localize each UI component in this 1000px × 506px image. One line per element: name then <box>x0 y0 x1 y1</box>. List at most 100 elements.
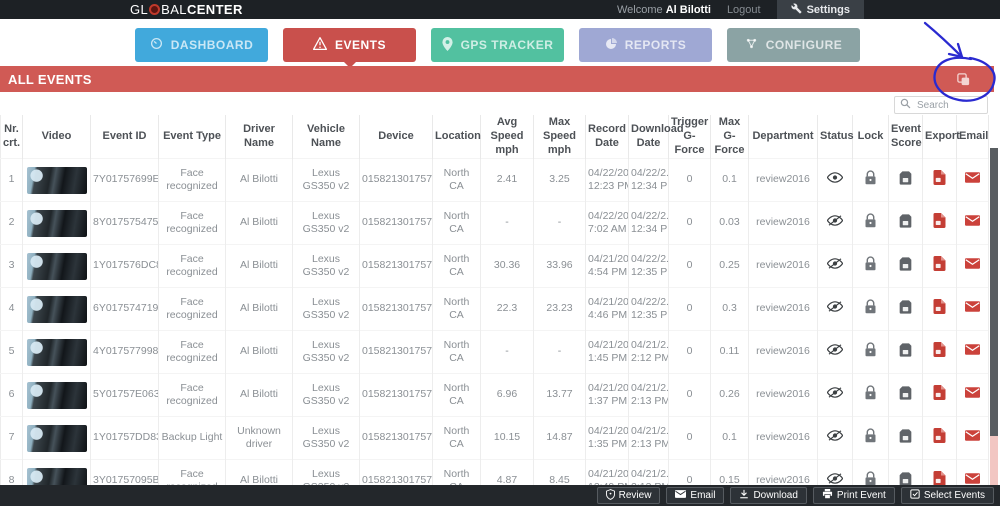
video-thumbnail[interactable] <box>26 381 87 409</box>
event-score-button[interactable] <box>888 459 923 485</box>
export-pdf-button[interactable] <box>922 201 957 245</box>
email-event-button[interactable] <box>956 158 989 202</box>
location: North CA <box>443 209 470 236</box>
event-score-button[interactable] <box>888 416 923 460</box>
tab-reports[interactable]: REPORTS <box>579 28 712 62</box>
max-g-force: 0.1 <box>722 431 737 444</box>
video-thumbnail[interactable] <box>26 209 87 237</box>
lock-button[interactable] <box>852 158 889 202</box>
trigger-g-force: 0 <box>686 388 693 401</box>
status-toggle[interactable] <box>817 330 853 374</box>
export-pdf-button[interactable] <box>922 416 957 460</box>
event-type: Face recognized <box>166 467 217 485</box>
driver-name: Al Bilotti <box>240 302 278 315</box>
row-number: 7 <box>8 431 15 444</box>
lock-button[interactable] <box>852 330 889 374</box>
video-thumbnail[interactable] <box>26 252 87 280</box>
lock-button[interactable] <box>852 287 889 331</box>
driver-name: Al Bilotti <box>240 388 278 401</box>
email-event-button[interactable] <box>956 287 989 331</box>
lock-button[interactable] <box>852 201 889 245</box>
status-toggle[interactable] <box>817 158 853 202</box>
sd-card-icon <box>899 300 912 314</box>
export-pdf-button[interactable] <box>922 330 957 374</box>
export-pdf-button[interactable] <box>922 373 957 417</box>
logout-link[interactable]: Logout <box>726 3 761 16</box>
event-score-button[interactable] <box>888 244 923 288</box>
event-type: Face recognized <box>166 338 218 365</box>
lock-button[interactable] <box>852 459 889 485</box>
table-row[interactable]: 1 7Y01757699EB Face recognized Al Bilott… <box>0 158 989 202</box>
tab-events[interactable]: EVENTS <box>283 28 416 68</box>
device-id: 015821301757 <box>362 259 433 272</box>
video-thumbnail[interactable] <box>26 424 87 452</box>
max-g-force: 0.3 <box>722 302 737 315</box>
table-row[interactable]: 7 1Y01757DD835 Backup Light Unknown driv… <box>0 416 989 460</box>
max-g-force: 0.11 <box>719 345 740 358</box>
lock-button[interactable] <box>852 416 889 460</box>
logo-o-icon <box>149 4 161 15</box>
email-event-button[interactable] <box>956 244 989 288</box>
video-thumbnail[interactable] <box>26 295 87 323</box>
export-pdf-button[interactable] <box>922 158 957 202</box>
export-pdf-button[interactable] <box>922 244 957 288</box>
video-thumbnail[interactable] <box>26 166 87 194</box>
export-pdf-button[interactable] <box>922 287 957 331</box>
event-score-button[interactable] <box>888 373 923 417</box>
status-toggle[interactable] <box>817 416 853 460</box>
lock-button[interactable] <box>852 244 889 288</box>
lock-button[interactable] <box>852 373 889 417</box>
table-row[interactable]: 8 3Y01757095BB Face recognized Al Bilott… <box>0 459 989 485</box>
status-toggle[interactable] <box>817 373 853 417</box>
table-row[interactable]: 3 1Y017576DC88 Face recognized Al Bilott… <box>0 244 989 288</box>
event-score-button[interactable] <box>888 158 923 202</box>
video-thumbnail[interactable] <box>26 467 87 485</box>
status-toggle[interactable] <box>817 244 853 288</box>
max-speed: 8.45 <box>549 474 570 485</box>
sd-card-icon <box>899 214 912 228</box>
select-events-button[interactable]: Select Events <box>900 487 994 504</box>
event-type: Face recognized <box>166 295 218 322</box>
email-event-button[interactable] <box>956 416 989 460</box>
max-speed: 3.25 <box>549 173 570 186</box>
brand-logo: GL BAL CENTER <box>130 3 243 16</box>
search-icon <box>900 96 911 114</box>
vertical-scrollbar[interactable] <box>990 148 998 485</box>
settings-button[interactable]: Settings <box>776 0 864 19</box>
eye-slash-icon <box>826 258 844 270</box>
copy-events-icon[interactable] <box>954 70 972 88</box>
email-event-button[interactable] <box>956 459 989 485</box>
status-toggle[interactable] <box>817 459 853 485</box>
column-header-status: Status <box>817 115 854 159</box>
table-row[interactable]: 2 8Y017575475E Face recognized Al Bilott… <box>0 201 989 245</box>
tab-configure[interactable]: CONFIGURE <box>727 28 860 62</box>
email-button[interactable]: Email <box>666 487 725 504</box>
review-button[interactable]: Review <box>596 487 661 504</box>
tab-gps-tracker[interactable]: GPS TRACKER <box>431 28 564 62</box>
status-toggle[interactable] <box>817 201 853 245</box>
search-input[interactable] <box>915 98 982 112</box>
event-id: 4Y017577998B <box>93 345 159 358</box>
download-button[interactable]: Download <box>730 487 807 504</box>
email-event-button[interactable] <box>956 373 989 417</box>
scrollbar-thumb[interactable] <box>990 148 998 436</box>
video-thumbnail[interactable] <box>26 338 87 366</box>
event-score-button[interactable] <box>888 287 923 331</box>
tab-dashboard[interactable]: DASHBOARD <box>135 28 268 62</box>
email-event-button[interactable] <box>956 201 989 245</box>
user-name: Al Bilotti <box>665 3 711 16</box>
eye-icon <box>826 172 844 184</box>
pdf-file-icon <box>933 299 946 315</box>
print-event-button[interactable]: Print Event <box>812 487 895 504</box>
table-row[interactable]: 6 5Y01757E063F Face recognized Al Bilott… <box>0 373 989 417</box>
sd-card-icon <box>899 343 912 357</box>
export-pdf-button[interactable] <box>922 459 957 485</box>
trigger-g-force: 0 <box>686 345 693 358</box>
event-score-button[interactable] <box>888 330 923 374</box>
event-score-button[interactable] <box>888 201 923 245</box>
search-box[interactable] <box>894 96 988 114</box>
table-row[interactable]: 5 4Y017577998B Face recognized Al Bilott… <box>0 330 989 374</box>
table-row[interactable]: 4 6Y0175747197 Face recognized Al Bilott… <box>0 287 989 331</box>
email-event-button[interactable] <box>956 330 989 374</box>
status-toggle[interactable] <box>817 287 853 331</box>
